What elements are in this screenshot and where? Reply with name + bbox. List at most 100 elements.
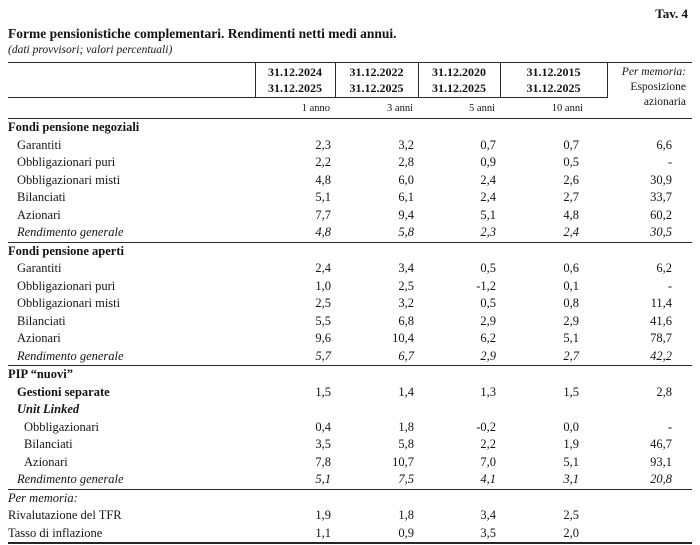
value-cell: 5,1: [315, 472, 331, 487]
value-cell: 0,7: [563, 137, 579, 152]
value-cell: 42,2: [650, 348, 672, 363]
value-cell: 11,4: [650, 296, 672, 311]
value-cell: 2,3: [315, 137, 331, 152]
empty-cell: [500, 241, 607, 260]
column-header-horizon: 3 anni: [335, 97, 418, 119]
column-header-blank: [8, 97, 255, 119]
table-body: Fondi pensione negoziali Garantiti 2,3 3,2 0…: [8, 119, 692, 544]
value-cell: 93,1: [650, 454, 672, 469]
value-cell: 2,8: [656, 384, 672, 399]
table-row: Rendimento generale 5,7 6,7 2,9 2,7 42,2: [8, 348, 692, 366]
value-cell: 10,7: [392, 454, 414, 469]
column-header-period-1: 31.12.2024 31.12.2025: [255, 62, 336, 98]
value-cell: 2,4: [315, 261, 331, 276]
date-range-start: 31.12.2024: [268, 65, 322, 79]
row-label: Unit Linked: [17, 402, 80, 417]
value-cell: 2,4: [480, 190, 496, 205]
empty-cell: [418, 488, 500, 507]
value-cell: 4,8: [315, 172, 331, 187]
value-cell: [335, 401, 418, 419]
value-cell: 2,5: [315, 296, 331, 311]
value-cell: 6,8: [398, 313, 414, 328]
value-cell: 3,4: [480, 508, 496, 523]
table-row: Azionari 7,8 10,7 7,0 5,1 93,1: [8, 454, 692, 472]
row-label: Rendimento generale: [17, 472, 124, 487]
column-header-blank: [8, 62, 256, 98]
row-label: Bilanciati: [24, 437, 73, 452]
table-row: Tasso di inflazione 1,1 0,9 3,5 2,0: [8, 524, 692, 544]
value-cell: 2,9: [563, 313, 579, 328]
header-dates-row: 31.12.2024 31.12.2025 31.12.2022 31.12.2…: [8, 62, 692, 119]
row-label: Rendimento generale: [17, 225, 124, 240]
value-cell: 0,5: [480, 261, 496, 276]
value-cell: 30,5: [650, 225, 672, 240]
column-header-memo: Per memoria: Esposizione azionaria: [607, 62, 692, 119]
table-row: Obbligazionari 0,4 1,8 -0,2 0,0 -: [8, 419, 692, 437]
empty-cell: [500, 119, 607, 137]
date-range-start: 31.12.2020: [432, 65, 486, 79]
section-header-row: PIP “nuovi”: [8, 365, 692, 384]
row-label: Garantiti: [17, 261, 62, 276]
value-cell: 1,5: [563, 384, 579, 399]
section-title: Fondi pensione aperti: [8, 241, 255, 260]
column-header-period-4: 31.12.2015 31.12.2025: [500, 62, 608, 98]
empty-cell: [255, 488, 335, 507]
table-row: Obbligazionari misti 2,5 3,2 0,5 0,8 11,4: [8, 295, 692, 313]
section-header-row: Per memoria:: [8, 488, 692, 507]
row-label: Rendimento generale: [17, 348, 124, 363]
value-cell: 3,5: [418, 524, 500, 544]
value-cell: 2,6: [563, 172, 579, 187]
column-header-period-3: 31.12.2020 31.12.2025: [418, 62, 501, 98]
row-label: Obbligazionari misti: [17, 296, 121, 311]
value-cell: 1,4: [398, 384, 414, 399]
value-cell: 30,9: [650, 172, 672, 187]
value-cell: 0,9: [335, 524, 418, 544]
row-label: Azionari: [17, 331, 61, 346]
value-cell: 0,1: [563, 278, 579, 293]
value-cell: 6,2: [480, 331, 496, 346]
table-row: Rendimento generale 4,8 5,8 2,3 2,4 30,5: [8, 224, 692, 242]
table-row: Obbligazionari misti 4,8 6,0 2,4 2,6 30,9: [8, 172, 692, 190]
row-label: Obbligazionari: [24, 419, 99, 434]
table-row: Obbligazionari puri 1,0 2,5 -1,2 0,1 -: [8, 278, 692, 296]
table-row: Rivalutazione del TFR 1,9 1,8 3,4 2,5: [8, 507, 692, 525]
header-horizon-row: 1 anno 3 anni 5 anni 10 anni: [8, 97, 692, 119]
value-cell: 2,4: [480, 172, 496, 187]
value-cell: 5,1: [563, 331, 579, 346]
value-cell: 2,9: [480, 348, 496, 363]
value-cell: [607, 401, 692, 419]
value-cell: 33,7: [650, 190, 672, 205]
value-cell: 2,8: [398, 155, 414, 170]
value-cell: [500, 401, 607, 419]
memo-line-3: azionaria: [643, 96, 686, 108]
section-title: PIP “nuovi”: [8, 365, 255, 384]
value-cell: 5,5: [315, 313, 331, 328]
empty-cell: [607, 119, 692, 137]
row-label: Obbligazionari puri: [17, 155, 116, 170]
row-label: Bilanciati: [17, 313, 66, 328]
value-cell: 4,8: [315, 225, 331, 240]
value-cell: 46,7: [650, 437, 672, 452]
section-header-row: Fondi pensione aperti: [8, 241, 692, 260]
date-range-end: 31.12.2025: [268, 80, 322, 95]
empty-cell: [418, 119, 500, 137]
value-cell: 5,1: [315, 190, 331, 205]
empty-cell: [255, 119, 335, 137]
empty-cell: [335, 365, 418, 384]
table-subtitle: (dati provvisori; valori percentuali): [8, 44, 173, 56]
empty-cell: [335, 241, 418, 260]
value-cell: 2,0: [500, 524, 607, 544]
table-row: Bilanciati 3,5 5,8 2,2 1,9 46,7: [8, 436, 692, 454]
value-cell: -: [667, 278, 672, 293]
empty-cell: [500, 488, 607, 507]
table-row: Garantiti 2,4 3,4 0,5 0,6 6,2: [8, 260, 692, 278]
value-cell: 1,3: [480, 384, 496, 399]
value-cell: 7,8: [315, 454, 331, 469]
table-row: Obbligazionari puri 2,2 2,8 0,9 0,5 -: [8, 154, 692, 172]
value-cell: 2,5: [563, 508, 579, 523]
empty-cell: [607, 365, 692, 384]
value-cell: 10,4: [392, 331, 414, 346]
value-cell: 0,7: [480, 137, 496, 152]
value-cell: 2,9: [480, 313, 496, 328]
value-cell: 0,5: [480, 296, 496, 311]
